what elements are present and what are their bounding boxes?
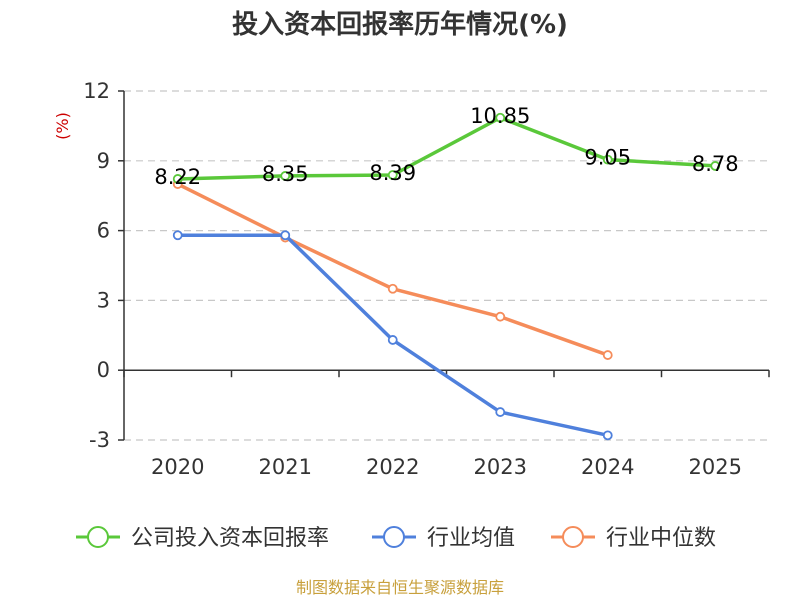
data-point	[172, 174, 183, 184]
y-tick-label: 6	[97, 219, 110, 243]
x-tick-label: 2021	[259, 455, 312, 479]
data-point	[602, 350, 613, 360]
data-point	[710, 161, 721, 171]
data-point	[280, 171, 291, 181]
y-tick-label: 0	[97, 358, 110, 382]
chart-title: 投入资本回报率历年情况(%)	[232, 9, 568, 40]
data-label: 8.78	[692, 152, 739, 176]
data-label: 8.39	[369, 161, 416, 185]
legend-label: 行业均值	[427, 526, 515, 551]
y-axis-unit: (%)	[53, 112, 72, 140]
legend-item[interactable]: 行业中位数	[551, 526, 716, 551]
x-tick-label: 2023	[474, 455, 527, 479]
legend-label: 公司投入资本回报率	[131, 526, 329, 551]
data-point	[387, 170, 398, 180]
data-point	[602, 154, 613, 165]
legend-swatch-marker	[87, 526, 109, 548]
data-point	[387, 335, 398, 345]
series-lines	[172, 112, 721, 441]
x-tick-label: 2024	[581, 455, 634, 479]
y-tick-label: 3	[97, 288, 110, 312]
y-tick-label: 9	[97, 149, 110, 173]
data-point	[495, 311, 506, 322]
legend-label: 行业中位数	[606, 526, 716, 551]
data-label: 10.85	[470, 104, 530, 128]
legend-swatch-marker	[383, 526, 405, 548]
data-label: 8.35	[262, 162, 309, 186]
x-tick-label: 2025	[689, 455, 742, 479]
series-line	[176, 116, 717, 181]
data-point	[280, 230, 291, 241]
data-point	[387, 283, 398, 294]
legend[interactable]: 公司投入资本回报率 行业均值 行业中位数	[76, 526, 716, 551]
axes: -3 0 3 6 9 12 2020 2021 2022 2023 2024 2025	[83, 79, 770, 479]
data-label: 9.05	[584, 146, 631, 170]
grid-lines	[124, 90, 769, 441]
legend-swatch-marker	[562, 526, 584, 548]
x-tick-label: 2020	[151, 455, 204, 479]
data-point	[495, 112, 506, 123]
y-tick-label: 12	[83, 79, 110, 103]
y-tick-label: -3	[89, 428, 110, 452]
source-note: 制图数据来自恒生聚源数据库	[296, 578, 504, 597]
legend-item[interactable]: 行业均值	[372, 526, 515, 551]
data-labels: 8.22 8.35 8.39 10.85 9.05 8.78	[154, 104, 738, 189]
series-line	[176, 182, 610, 357]
legend-item[interactable]: 公司投入资本回报率	[76, 526, 329, 551]
x-tick-label: 2022	[366, 455, 419, 479]
data-point	[495, 407, 506, 417]
data-label: 8.22	[154, 165, 201, 189]
data-point	[602, 430, 613, 441]
data-point	[172, 230, 183, 241]
